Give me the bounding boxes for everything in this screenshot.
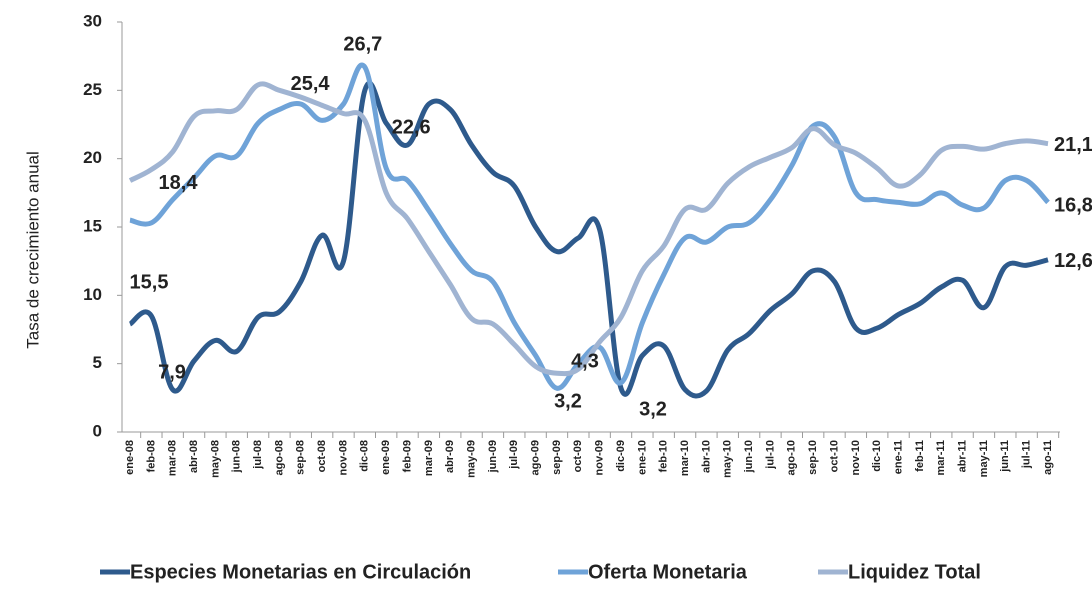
x-tick-label: abr-10 (700, 440, 712, 473)
x-tick-label: ago-10 (786, 440, 798, 475)
x-tick-label: oct-09 (572, 440, 584, 472)
x-tick-label: may-08 (209, 440, 221, 478)
series-line (128, 80, 1049, 399)
x-tick-label: sep-10 (807, 440, 819, 475)
data-label: 7,9 (158, 361, 186, 383)
x-tick-label: feb-09 (401, 440, 413, 472)
x-tick-label: feb-10 (658, 440, 670, 472)
x-tick-label: dic-08 (359, 440, 371, 472)
legend-label: Liquidez Total (848, 561, 981, 583)
data-label: 12,6 (1054, 250, 1092, 272)
x-tick-label: sep-08 (295, 440, 307, 475)
x-tick-label: ene-11 (892, 440, 904, 474)
data-label: 25,4 (291, 73, 331, 95)
data-label: 18,4 (159, 172, 199, 194)
legend-label: Especies Monetarias en Circulación (130, 561, 471, 583)
y-tick-label: 20 (83, 148, 102, 167)
x-tick-label: feb-08 (145, 440, 157, 472)
x-tick-label: may-10 (722, 440, 734, 478)
x-tick-label: jun-09 (487, 440, 499, 473)
x-tick-label: jul-11 (1021, 440, 1033, 469)
y-tick-label: 15 (83, 216, 102, 235)
x-tick-label: ene-08 (124, 440, 136, 475)
x-tick-label: nov-08 (337, 440, 349, 475)
x-tick-label: jun-11 (999, 440, 1011, 473)
x-tick-label: mar-10 (679, 440, 691, 476)
x-tick-label: jun-08 (231, 440, 243, 473)
legend-label: Oferta Monetaria (588, 561, 748, 583)
y-tick-label: 0 (93, 421, 102, 440)
x-tick-label: ago-08 (273, 440, 285, 475)
x-tick-label: oct-10 (828, 440, 840, 472)
x-tick-label: ago-11 (1042, 440, 1054, 475)
x-tick-label: ene-10 (636, 440, 648, 475)
data-label: 4,3 (571, 351, 599, 373)
x-tick-label: may-09 (465, 440, 477, 478)
x-tick-label: nov-09 (594, 440, 606, 475)
x-tick-label: dic-10 (871, 440, 883, 472)
x-tick-label: abr-08 (188, 440, 200, 473)
x-tick-label: mar-09 (423, 440, 435, 476)
y-tick-label: 5 (93, 353, 102, 372)
x-tick-label: abr-11 (957, 440, 969, 472)
x-tick-label: ene-09 (380, 440, 392, 475)
data-label: 26,7 (343, 33, 382, 55)
x-tick-label: jul-09 (508, 440, 520, 470)
data-label: 22,6 (392, 116, 431, 138)
x-tick-label: may-11 (978, 440, 990, 477)
x-tick-label: sep-09 (551, 440, 563, 475)
y-tick-label: 10 (83, 285, 102, 304)
series-line (129, 62, 1050, 391)
y-tick-label: 25 (83, 80, 102, 99)
x-tick-label: abr-09 (444, 440, 456, 473)
data-label: 3,2 (639, 399, 667, 421)
data-label: 16,8 (1054, 195, 1092, 217)
x-tick-label: oct-08 (316, 440, 328, 472)
x-tick-label: feb-11 (914, 440, 926, 472)
data-label: 3,2 (554, 391, 582, 413)
data-label: 21,1 (1054, 134, 1092, 156)
x-tick-label: dic-09 (615, 440, 627, 472)
series-line (128, 81, 1049, 377)
x-tick-label: ago-09 (530, 440, 542, 475)
x-tick-label: jul-10 (764, 440, 776, 470)
y-axis-label: Tasa de crecimiento anual (23, 151, 42, 349)
x-tick-label: mar-08 (167, 440, 179, 476)
x-tick-label: mar-11 (935, 440, 947, 475)
y-tick-label: 30 (83, 11, 102, 30)
x-tick-label: jul-08 (252, 440, 264, 470)
x-tick-label: nov-10 (850, 440, 862, 475)
data-label: 15,5 (130, 271, 169, 293)
x-tick-label: jun-10 (743, 440, 755, 473)
